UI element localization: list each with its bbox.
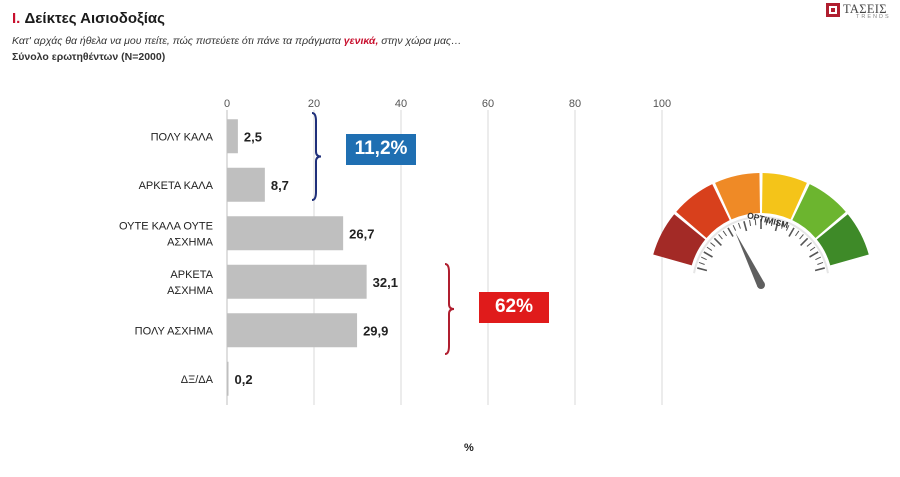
sample-base: Σύνολο ερωτηθέντων (N=2000): [12, 51, 166, 63]
category-label: ΟΥΤΕ ΚΑΛΑ ΟΥΤΕ: [119, 220, 213, 232]
gauge-tick: [817, 261, 824, 265]
bar: [227, 264, 367, 299]
category-label: ΑΡΚΕΤΑ: [170, 269, 213, 281]
data-label: 32,1: [373, 275, 398, 290]
gauge-segment: [715, 173, 760, 220]
data-label: 26,7: [349, 226, 374, 241]
category-label: ΠΟΛΥ ΚΑΛΑ: [151, 131, 214, 143]
question-post: στην χώρα μας…: [381, 35, 462, 47]
gauge-segment: [762, 173, 807, 220]
data-label: 8,7: [271, 178, 289, 193]
gauge-tick: [732, 224, 737, 231]
x-tick-label: 40: [395, 98, 407, 110]
page-title: I. Δείκτες Αισιοδοξίας: [12, 10, 165, 27]
question-text: Κατ' αρχάς θα ήθελα να μου πείτε, πώς πι…: [12, 35, 462, 47]
group-bracket: [444, 263, 455, 355]
category-label: ΑΣΧΗΜΑ: [167, 236, 214, 248]
logo-sub: TRENDS: [856, 14, 891, 20]
data-label: 29,9: [363, 323, 388, 338]
x-tick-label: 20: [308, 98, 320, 110]
negative-total-badge: 62%: [479, 292, 549, 323]
logo-name: ΤΑΣΕΙΣ: [843, 2, 887, 16]
optimism-gauge-icon: OPTIMISM: [653, 173, 869, 289]
gauge-segment: [792, 184, 846, 238]
brand-logo: ΤΑΣΕΙΣ TRENDS: [826, 2, 892, 21]
gauge-tick: [697, 267, 708, 272]
gauge-tick: [800, 237, 809, 246]
logo-mark-icon: [826, 3, 840, 17]
gauge-tick: [727, 227, 734, 237]
gauge-tick: [698, 261, 705, 265]
gauge-tick: [722, 230, 727, 237]
category-label: ΔΞ/ΔΑ: [181, 374, 214, 386]
bar: [227, 119, 238, 154]
gauge-tick: [765, 219, 768, 226]
x-tick-label: 80: [569, 98, 581, 110]
gauge-tick: [809, 246, 816, 251]
gauge-tick: [743, 221, 748, 232]
gauge-segment: [676, 184, 730, 238]
section-number: I.: [12, 10, 21, 27]
x-axis-label: %: [464, 442, 474, 454]
bar: [227, 313, 358, 348]
gauge-tick: [814, 267, 825, 272]
gauge-tick: [788, 227, 795, 237]
x-tick-label: 0: [224, 98, 230, 110]
data-label: 2,5: [244, 129, 262, 144]
bar: [227, 361, 229, 396]
gauge-tick: [809, 251, 819, 258]
gauge-tick: [795, 230, 800, 237]
gauge-needle: [735, 232, 765, 287]
group-bracket: [311, 112, 322, 201]
gauge-tick: [815, 256, 822, 261]
category-label: ΑΡΚΕΤΑ ΚΑΛΑ: [139, 180, 214, 192]
question-pre: Κατ' αρχάς θα ήθελα να μου πείτε, πώς πι…: [12, 35, 341, 47]
gauge-tick: [785, 224, 790, 231]
gauge-tick: [737, 222, 741, 229]
gauge-tick: [710, 242, 716, 247]
category-label: ΑΣΧΗΜΑ: [167, 285, 214, 297]
x-tick-label: 100: [653, 98, 671, 110]
gauge-tick: [706, 246, 713, 251]
gauge-tick: [770, 219, 773, 226]
gauge-tick: [749, 219, 752, 226]
bar: [227, 216, 344, 251]
gauge-tick: [700, 256, 707, 261]
data-label: 0,2: [235, 372, 253, 387]
gauge-tick: [806, 242, 812, 247]
gauge-tick: [781, 222, 785, 229]
gauge-tick: [799, 234, 804, 240]
gauge-dial-arc: [693, 216, 829, 274]
gauge-tick: [774, 221, 779, 232]
gauge-tick: [703, 251, 713, 258]
positive-total-badge: 11,2%: [346, 134, 416, 165]
gauge-hub: [757, 281, 765, 289]
gauge-tick: [754, 219, 757, 226]
question-emphasis: γενικά,: [343, 35, 379, 47]
gauge-segment: [816, 214, 869, 266]
bar: [227, 167, 265, 202]
gauge-tick: [713, 237, 722, 246]
category-label: ΠΟΛΥ ΑΣΧΗΜΑ: [135, 325, 214, 337]
gauge-tick: [718, 234, 723, 240]
section-title: Δείκτες Αισιοδοξίας: [24, 10, 165, 27]
x-tick-label: 60: [482, 98, 494, 110]
gauge-segment: [653, 214, 706, 266]
